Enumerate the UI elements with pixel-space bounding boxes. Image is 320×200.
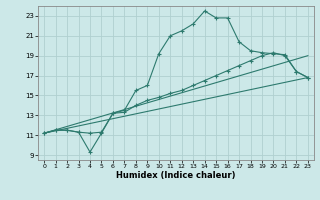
X-axis label: Humidex (Indice chaleur): Humidex (Indice chaleur): [116, 171, 236, 180]
